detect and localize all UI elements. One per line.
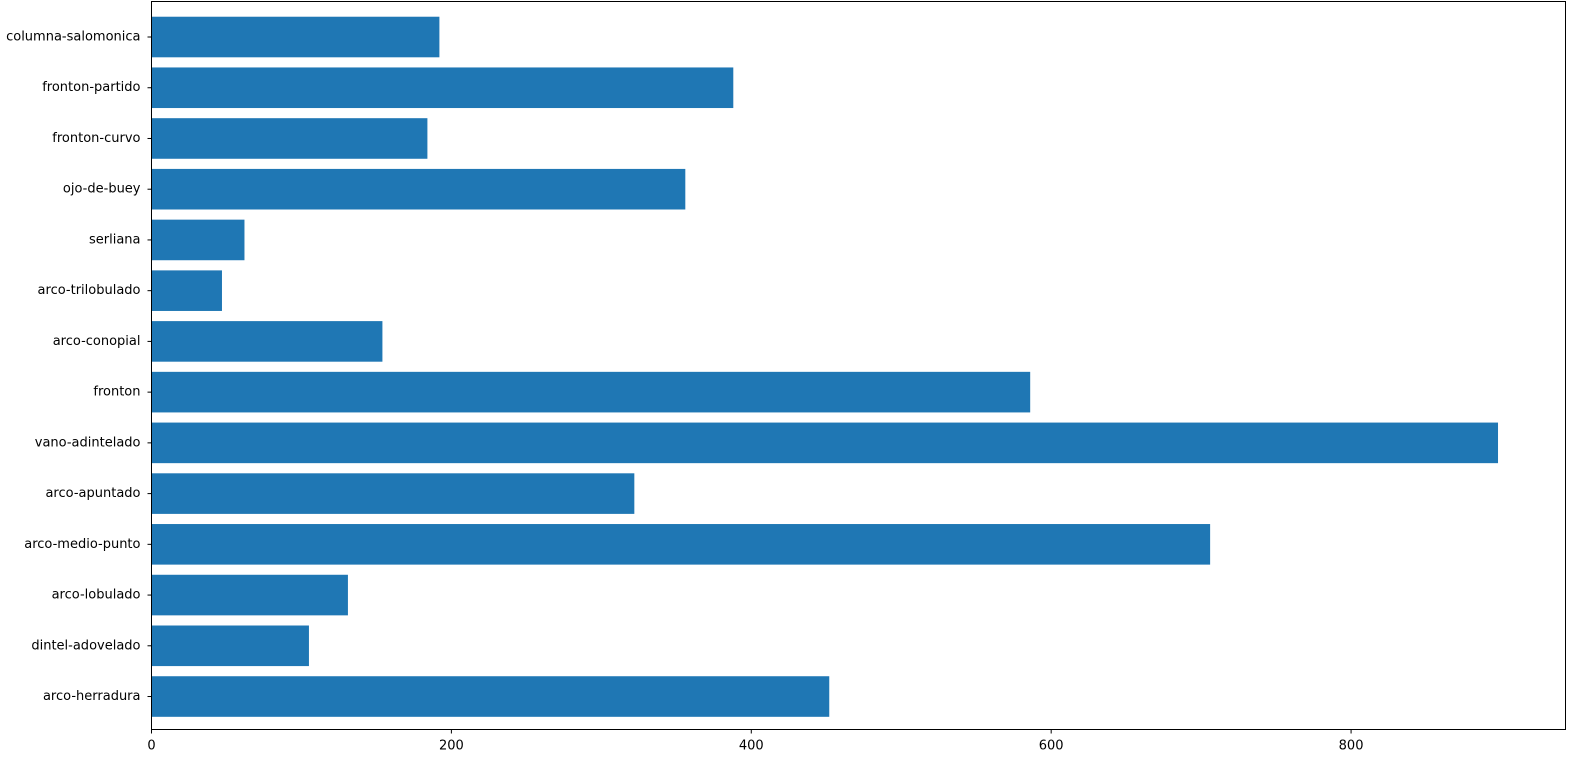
bar-serliana <box>151 219 245 261</box>
y-tick-label: arco-lobulado <box>52 588 141 603</box>
x-tick-label: 0 <box>147 739 155 754</box>
x-tick-label: 200 <box>439 739 464 754</box>
bar-arco-herradura <box>151 676 830 717</box>
bar-fronton-curvo <box>151 118 428 159</box>
x-tick-label: 400 <box>739 739 764 754</box>
y-tick-label: ojo-de-buey <box>63 182 141 197</box>
y-tick-label: arco-herradura <box>43 689 141 704</box>
bar-vano-adintelado <box>151 422 1499 464</box>
bars-group <box>151 16 1499 717</box>
bar-fronton <box>151 371 1031 413</box>
bar-fronton-partido <box>151 67 734 109</box>
y-tick-label: arco-apuntado <box>45 486 140 501</box>
bar-columna-salomonica <box>151 16 440 58</box>
y-tick-label: vano-adintelado <box>35 435 141 450</box>
y-tick-label: fronton <box>93 385 140 400</box>
y-tick-label: arco-trilobulado <box>38 283 141 298</box>
bar-arco-lobulado <box>151 574 348 616</box>
y-tick-label: arco-medio-punto <box>24 537 140 552</box>
bar-arco-apuntado <box>151 473 635 514</box>
x-tick-label: 600 <box>1039 739 1064 754</box>
y-tick-label: dintel-adovelado <box>31 638 140 653</box>
bar-arco-medio-punto <box>151 524 1211 565</box>
bar-dintel-adovelado <box>151 625 309 667</box>
bar-ojo-de-buey <box>151 168 686 210</box>
plot-frame <box>151 1 1566 730</box>
y-tick-label: fronton-curvo <box>52 131 140 146</box>
y-tick-label: fronton-partido <box>42 80 140 95</box>
y-tick-label: arco-conopial <box>53 334 141 349</box>
y-axis-ticks: arco-herradura dintel-adovelado arco-lobul… <box>6 30 152 704</box>
x-axis-ticks: 0 200 400 600 800 <box>147 729 1364 754</box>
y-tick-label: serliana <box>89 232 141 247</box>
y-tick-label: columna-salomonica <box>6 30 140 45</box>
bar-arco-conopial <box>151 321 383 362</box>
bar-arco-trilobulado <box>151 270 222 311</box>
x-tick-label: 800 <box>1339 739 1364 754</box>
